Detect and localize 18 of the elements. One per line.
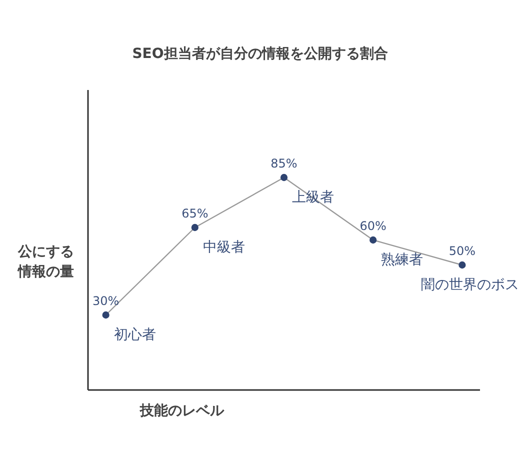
point — [370, 236, 377, 244]
annotation: 初心者 — [114, 327, 156, 343]
point — [102, 311, 110, 319]
y-axis-title: 公にする情報の量 — [17, 244, 74, 280]
data-label: 50% — [448, 244, 476, 258]
annotation: 上級者 — [292, 190, 334, 206]
point — [458, 261, 466, 269]
point — [280, 174, 288, 182]
x-axis-title: 技能のレベル — [139, 403, 225, 419]
data-label: 85% — [270, 156, 298, 170]
annotation: 中級者 — [202, 240, 245, 256]
data-label: 65% — [182, 206, 208, 220]
chart-title: SEO担当者が自分の情報を公開する割合 — [132, 45, 388, 62]
data-label: 60% — [360, 219, 386, 233]
data-label: 30% — [92, 294, 120, 308]
point — [191, 224, 198, 232]
annotation: 闇の世界のボス — [421, 277, 520, 293]
annotation: 熟練者 — [381, 252, 424, 268]
